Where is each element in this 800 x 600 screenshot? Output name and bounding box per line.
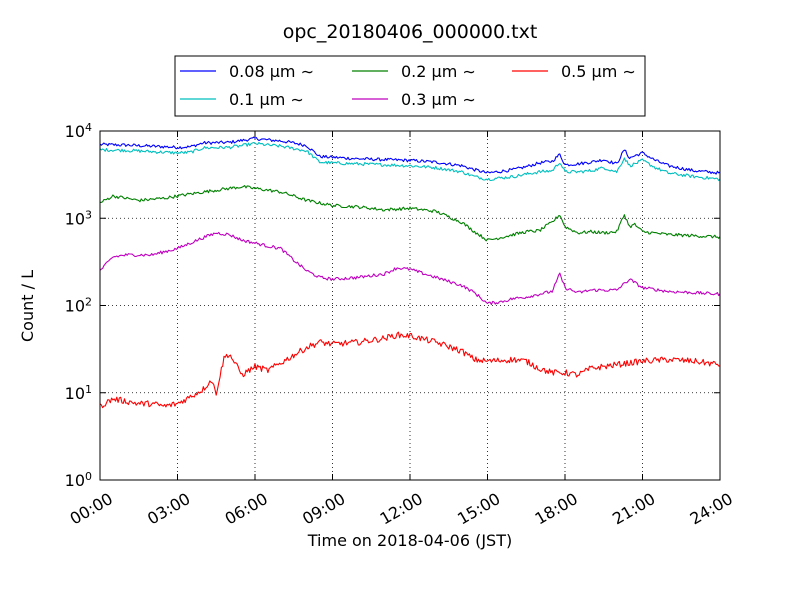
legend-label: 0.08 μm ∼	[229, 62, 314, 81]
legend-label: 0.5 μm ∼	[561, 62, 636, 81]
series-layer	[99, 136, 721, 409]
legend-box	[174, 55, 646, 117]
series-line	[99, 331, 721, 409]
grid-layer	[100, 131, 720, 480]
y-tick-label: 104	[65, 121, 92, 142]
x-axis-label: Time on 2018-04-06 (JST)	[307, 531, 512, 550]
legend-label: 0.2 μm ∼	[401, 62, 476, 81]
y-tick-label: 101	[65, 382, 92, 403]
series-line	[99, 141, 721, 182]
y-tick-label: 102	[65, 295, 92, 316]
chart-title: opc_20180406_000000.txt	[283, 21, 538, 43]
legend-label: 0.1 μm ∼	[229, 90, 304, 109]
y-axis-label: Count / L	[18, 270, 37, 342]
legend-label: 0.3 μm ∼	[401, 90, 476, 109]
y-tick-label: 100	[65, 470, 92, 491]
series-line	[99, 185, 721, 242]
series-line	[99, 136, 721, 175]
y-tick-label: 103	[65, 208, 92, 229]
legend: 0.08 μm ∼ 0.1 μm ∼ 0.2 μm ∼ 0.3 μm ∼ 0.5 μm …	[174, 55, 646, 117]
series-line	[99, 231, 721, 306]
